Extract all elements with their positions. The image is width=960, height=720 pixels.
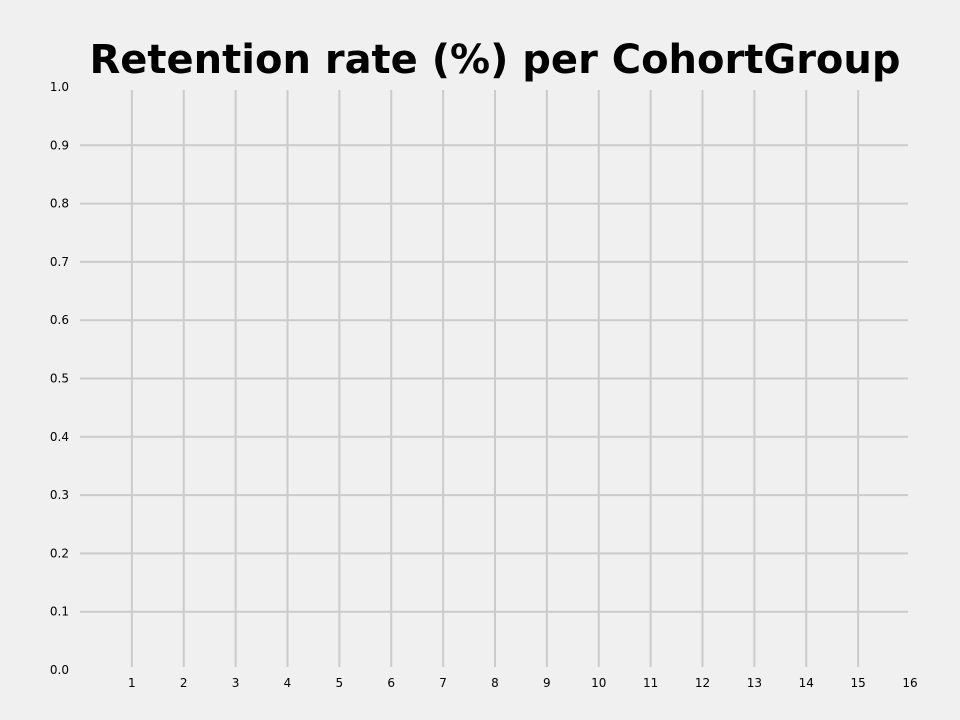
x-tick-label: 9 [543, 676, 551, 690]
x-tick-labels: 1 2 3 4 5 6 7 8 9 10 11 12 13 14 15 16 [128, 676, 918, 690]
x-tick-label: 12 [695, 676, 710, 690]
y-tick-label: 0.2 [50, 546, 69, 560]
x-tick-label: 11 [643, 676, 658, 690]
x-tick-label: 16 [902, 676, 917, 690]
y-tick-label: 0.3 [50, 488, 69, 502]
x-tick-label: 7 [439, 676, 447, 690]
x-tick-label: 8 [491, 676, 499, 690]
y-tick-label: 0.1 [50, 605, 69, 619]
x-tick-label: 3 [232, 676, 240, 690]
y-tick-label: 0.0 [50, 663, 69, 677]
y-tick-label: 0.7 [50, 255, 69, 269]
y-tick-label: 0.5 [50, 372, 69, 386]
y-gridlines [80, 144, 908, 613]
x-tick-label: 1 [128, 676, 136, 690]
x-tick-label: 5 [336, 676, 344, 690]
x-tick-label: 10 [591, 676, 606, 690]
chart-title: Retention rate (%) per CohortGroup [89, 37, 901, 83]
y-tick-label: 0.6 [50, 313, 69, 327]
x-tick-label: 4 [284, 676, 292, 690]
x-tick-label: 14 [799, 676, 814, 690]
x-tick-label: 13 [747, 676, 762, 690]
x-tick-label: 2 [180, 676, 188, 690]
y-tick-labels: 0.0 0.1 0.2 0.3 0.4 0.5 0.6 0.7 0.8 0.9 1.0 [50, 80, 69, 677]
x-tick-label: 15 [850, 676, 865, 690]
y-tick-label: 0.4 [50, 430, 69, 444]
x-tick-label: 6 [387, 676, 395, 690]
y-tick-label: 0.9 [50, 138, 69, 152]
y-tick-label: 0.8 [50, 197, 69, 211]
y-tick-label: 1.0 [50, 80, 69, 94]
